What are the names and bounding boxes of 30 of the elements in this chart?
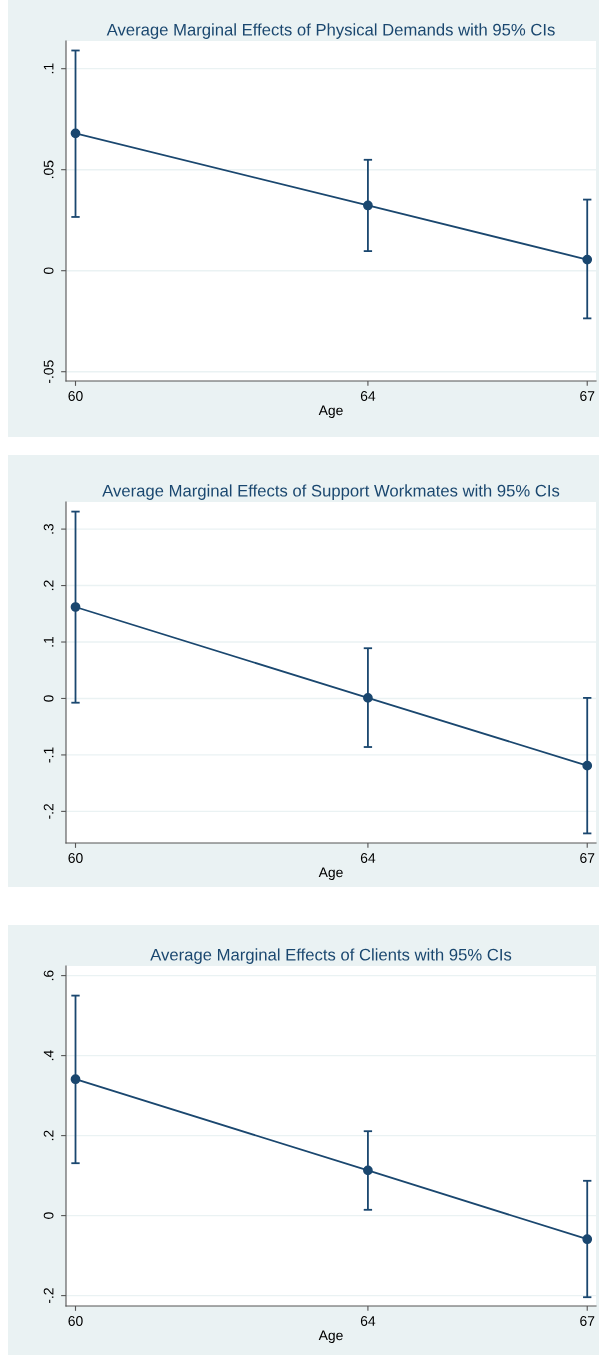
x-tick-label: 64: [360, 1316, 376, 1326]
y-tick-label: 0: [43, 1212, 54, 1219]
y-tick-label: -.1: [43, 747, 54, 763]
x-axis-title: Age: [318, 867, 343, 881]
x-tick-label: 60: [68, 1316, 83, 1326]
y-tick-label: .2: [43, 580, 54, 591]
chart-title: Average Marginal Effects of Support Workmates with 95% CIs: [102, 484, 560, 500]
y-tick-label: -.2: [43, 1288, 54, 1304]
x-tick-label: 67: [580, 1316, 595, 1326]
chart-title: Average Marginal Effects of Physical Demands with 95% CIs: [106, 23, 555, 39]
y-tick-label: -.2: [43, 803, 54, 819]
y-tick-label: 0: [43, 267, 54, 275]
y-tick-label: .1: [43, 636, 54, 647]
y-tick-label: .3: [43, 523, 54, 534]
y-tick-label: .1: [43, 63, 54, 74]
x-axis-title: Age: [318, 405, 343, 419]
x-tick-label: 64: [360, 853, 376, 863]
x-tick-label: 60: [68, 853, 83, 863]
y-tick-label: .6: [43, 970, 54, 981]
y-tick-label: .4: [43, 1050, 54, 1061]
x-tick-label: 64: [360, 391, 376, 401]
x-tick-label: 67: [580, 853, 595, 863]
x-axis-title: Age: [318, 1330, 343, 1344]
x-tick-label: 67: [580, 391, 595, 401]
y-tick-label: 0: [43, 695, 54, 702]
y-tick-label: .2: [43, 1130, 54, 1141]
y-tick-label: -.05: [43, 360, 54, 384]
x-tick-label: 60: [68, 391, 83, 401]
chart-title: Average Marginal Effects of Clients with 95% CIs: [150, 948, 512, 964]
y-tick-label: .05: [43, 160, 54, 179]
